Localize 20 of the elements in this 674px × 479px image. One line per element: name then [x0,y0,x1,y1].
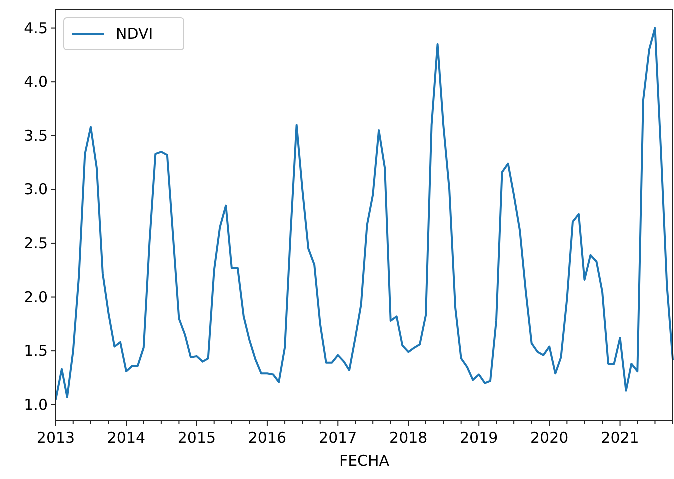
x-tick-label: 2018 [390,429,428,447]
y-tick-label: 4.5 [24,19,48,38]
x-axis-title: FECHA [339,452,390,470]
x-tick-label: 2014 [107,429,146,447]
y-tick-label: 3.5 [24,126,48,145]
x-tick-label: 2017 [319,429,358,447]
line-series [55,27,674,400]
x-tick-label: 2021 [601,429,640,447]
y-tick-label: 4.0 [24,73,48,92]
y-tick-label: 2.0 [24,288,48,306]
y-tick-label: 1.5 [24,342,48,360]
x-tick-label: 2013 [36,429,76,447]
legend-label: NDVI [116,25,154,43]
x-tick-label: 2019 [460,429,498,447]
y-tick-label: 1.0 [24,396,48,414]
y-tick-label: 2.5 [24,234,48,252]
x-tick-label: 2020 [530,429,569,447]
y-tick-label: 3.0 [24,180,48,199]
x-tick-label: 2016 [248,429,287,447]
x-tick-label: 2015 [178,429,216,447]
